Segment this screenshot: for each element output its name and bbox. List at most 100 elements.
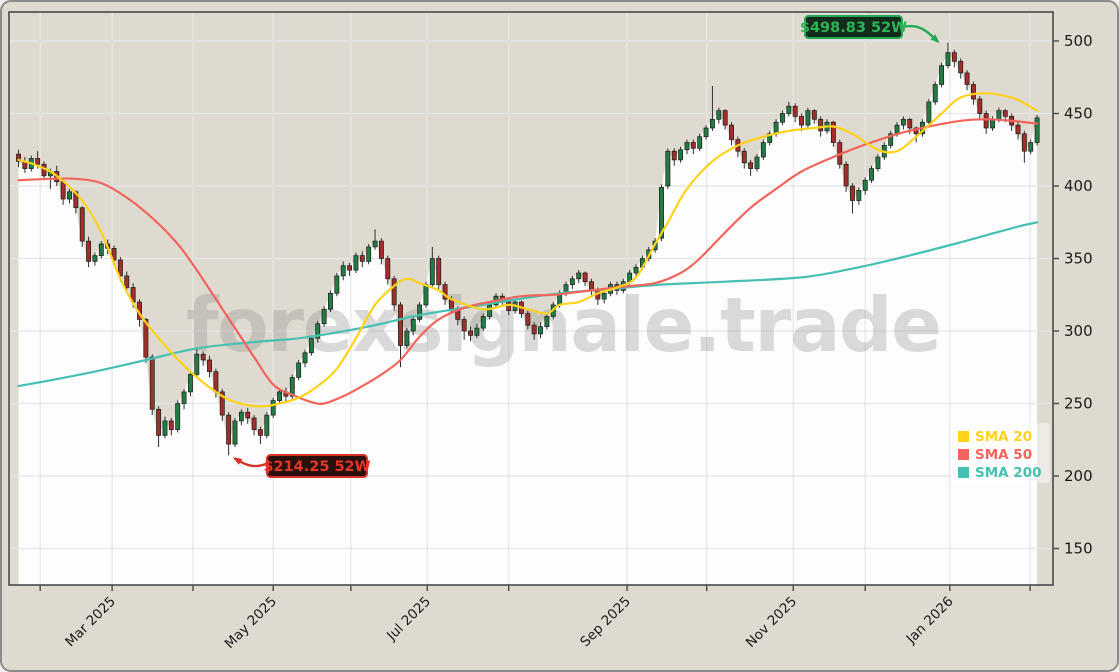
candle-up: [894, 124, 900, 135]
candle-up: [856, 190, 862, 201]
candle-up: [328, 292, 333, 310]
y-tick-label: 500: [1064, 32, 1093, 50]
candle-down: [850, 185, 855, 201]
candle-down: [729, 124, 734, 140]
candle-down: [258, 429, 263, 436]
candle-down: [690, 142, 696, 149]
candle-up: [875, 156, 881, 169]
sma-line-sma20: [17, 92, 1039, 408]
candle-up: [480, 316, 486, 329]
candle-up: [703, 127, 709, 138]
candle-up: [1028, 142, 1034, 152]
legend-label: SMA 20: [975, 429, 1032, 445]
candle-up: [67, 191, 72, 200]
low-annotation-box: [266, 454, 368, 478]
plot-frame: [8, 11, 1054, 586]
candle-up: [264, 414, 270, 436]
candle-up: [277, 391, 282, 401]
candle-up: [786, 105, 792, 114]
candle-down: [436, 258, 442, 285]
y-tick-label: 150: [1064, 540, 1093, 558]
candle-up: [805, 110, 811, 126]
candle-up: [366, 246, 372, 262]
candle-up: [678, 149, 684, 161]
low-annotation-arrow: [232, 457, 267, 468]
candle-down: [843, 163, 849, 187]
candle-down: [977, 98, 983, 114]
candle-up: [939, 65, 945, 85]
candle-up: [996, 110, 1002, 120]
candle-down: [143, 319, 149, 358]
candle-up: [296, 362, 302, 378]
candle-up: [194, 353, 200, 375]
candle-down: [506, 301, 512, 312]
candle-down: [35, 158, 41, 165]
candle-up: [417, 304, 423, 320]
candle-up: [302, 352, 308, 364]
candle-up: [760, 142, 766, 158]
candle-up: [340, 265, 346, 277]
candle-up: [926, 101, 932, 123]
candle-up: [780, 113, 785, 123]
candle-up: [945, 52, 951, 66]
candle-down: [811, 110, 817, 120]
candle-up: [232, 420, 238, 445]
candle-up: [410, 319, 416, 332]
candle-up: [474, 327, 480, 336]
candle-up: [289, 377, 295, 397]
legend-background: [950, 423, 1050, 483]
candle-down: [525, 313, 531, 326]
price-area-fill: [18, 52, 1038, 586]
candle-up: [538, 326, 543, 335]
candle-down: [79, 207, 85, 242]
high-annotation-box: [804, 15, 903, 39]
high-annotation: $498.83 52W: [800, 15, 940, 44]
candle-up: [569, 278, 575, 285]
candle-down: [226, 414, 232, 445]
candle-down: [970, 84, 976, 100]
candle-down: [983, 113, 989, 129]
candle-down: [378, 240, 384, 259]
sma-legend: SMA 20 SMA 50 SMA 200: [950, 423, 1050, 483]
candle-down: [124, 275, 130, 288]
candle-up: [544, 316, 550, 327]
candle-up: [372, 240, 378, 248]
candle-down: [245, 411, 251, 419]
candle-up: [270, 400, 276, 416]
candle-down: [385, 258, 391, 280]
candle-up: [709, 118, 715, 129]
candle-up: [404, 330, 410, 346]
candle-down: [913, 127, 919, 135]
candle-down: [907, 118, 913, 129]
candle-up: [601, 292, 607, 300]
candle-down: [461, 319, 467, 332]
candle-down: [207, 359, 212, 372]
candle-down: [818, 118, 824, 132]
candle-up: [308, 337, 314, 354]
candle-down: [799, 116, 804, 126]
y-tick-label: 400: [1064, 177, 1093, 195]
candle-down: [1021, 133, 1027, 152]
candle-down: [168, 420, 174, 430]
y-tick-label: 350: [1064, 250, 1093, 268]
watermark-text: forexsignale.trade: [186, 281, 941, 369]
candle-down: [830, 121, 836, 143]
candle-down: [792, 105, 798, 117]
candle-down: [722, 110, 728, 126]
candle-up: [754, 156, 760, 169]
candle-down: [468, 330, 473, 336]
candle-down: [200, 353, 206, 361]
candle-down: [964, 72, 970, 85]
sma-line-sma50: [17, 118, 1039, 405]
legend-swatch: [958, 431, 969, 442]
candle-down: [741, 150, 747, 164]
candle-down: [748, 162, 754, 169]
candle-up: [181, 391, 187, 404]
candle-up: [187, 374, 193, 393]
candle-down: [531, 324, 537, 335]
candle-down: [149, 356, 155, 410]
candle-down: [951, 52, 957, 62]
candle-up: [659, 187, 664, 239]
candle-down: [582, 272, 588, 283]
